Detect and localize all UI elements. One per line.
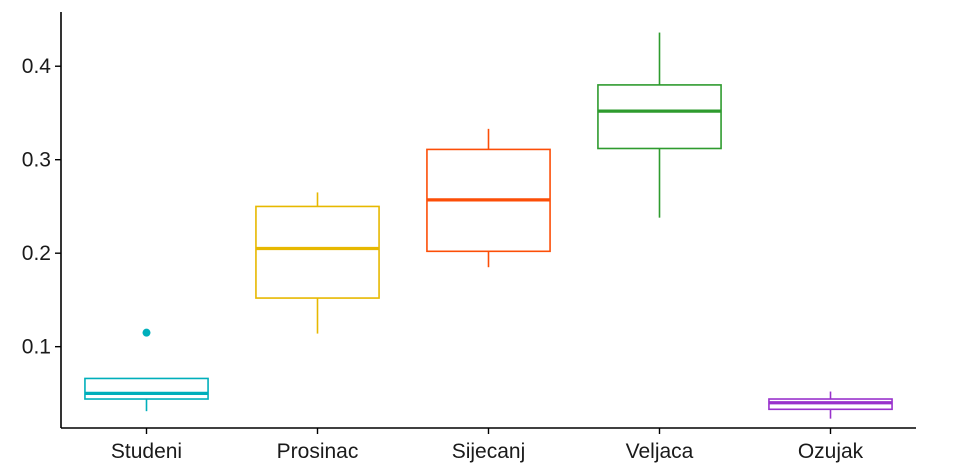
box-studeni [84,328,209,412]
x-tick-label-4: Ozujak [798,440,864,463]
x-tick-label-1: Prosinac [277,440,359,463]
iqr-box-prosinac [255,205,380,299]
iqr-box-studeni [84,377,209,400]
y-axis: 0.1 0.2 0.3 0.4 [22,55,61,359]
outlier-point-studeni-0 [142,328,151,337]
x-tick-label-0: Studeni [111,440,182,463]
iqr-box-veljaca [597,84,722,150]
box-sijecanj [426,128,551,268]
box-prosinac [255,192,380,334]
x-tick-label-3: Veljaca [626,440,694,463]
box-veljaca [597,32,722,218]
y-tick-label-0: 0.1 [22,336,51,359]
x-tick-label-2: Sijecanj [452,440,526,463]
x-axis: Studeni Prosinac Sijecanj Veljaca Ozujak [111,428,864,463]
y-tick-label-2: 0.3 [22,149,51,172]
box-ozujak [768,391,893,419]
y-tick-label-1: 0.2 [22,242,51,265]
plot-marks [84,32,893,419]
y-tick-label-3: 0.4 [22,55,52,78]
